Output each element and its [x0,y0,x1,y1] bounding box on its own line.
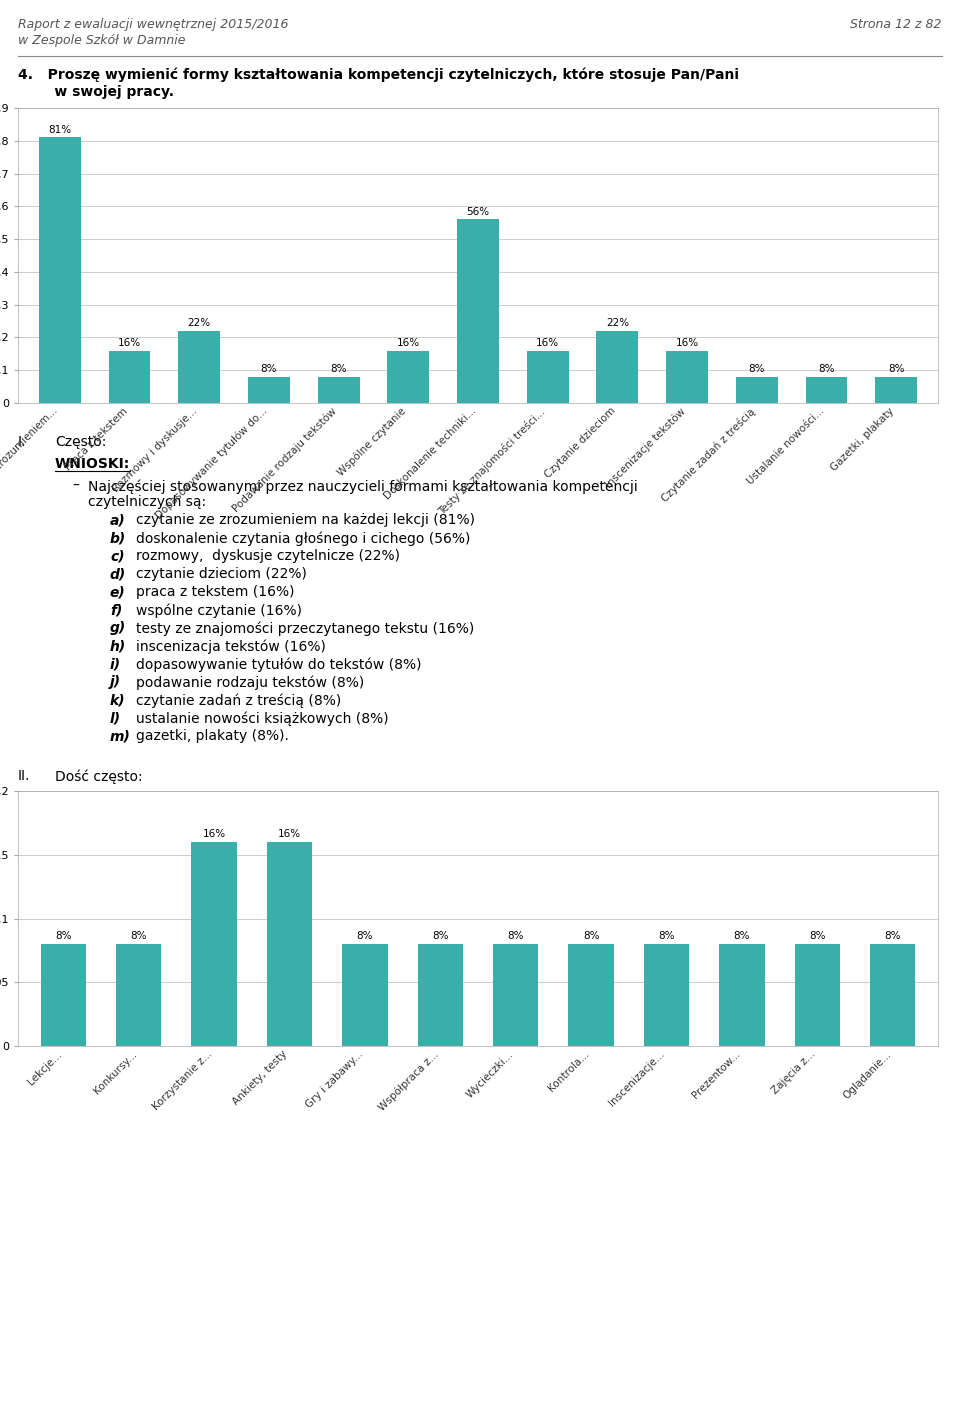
Text: dopasowywanie tytułów do tekstów (8%): dopasowywanie tytułów do tekstów (8%) [136,657,421,672]
Text: d): d) [110,567,127,581]
Bar [644,944,689,1047]
Bar [418,944,463,1047]
Bar [267,842,312,1047]
Text: inscenizacja tekstów (16%): inscenizacja tekstów (16%) [136,639,325,653]
Text: doskonalenie czytania głośnego i cichego (56%): doskonalenie czytania głośnego i cichego… [136,531,470,545]
Text: b): b) [110,531,127,545]
Text: 8%: 8% [818,364,835,373]
Text: czytanie zadań z treścią (8%): czytanie zadań z treścią (8%) [136,693,341,707]
Text: a): a) [110,513,126,527]
Text: 8%: 8% [888,364,904,373]
Text: e): e) [110,585,126,599]
Text: Często:: Często: [55,435,107,449]
Text: i): i) [110,657,121,672]
Text: II.: II. [18,770,31,782]
Bar [108,351,151,403]
Text: 8%: 8% [583,932,599,941]
Bar [39,138,81,403]
Text: Raport z ewaluacji wewnętrznej 2015/2016: Raport z ewaluacji wewnętrznej 2015/2016 [18,18,289,31]
Text: ustalanie nowości książkowych (8%): ustalanie nowości książkowych (8%) [136,711,389,726]
Bar [568,944,613,1047]
Text: 16%: 16% [676,338,699,348]
Text: g): g) [110,621,127,635]
Bar [736,376,778,403]
Text: czytanie ze zrozumieniem na każdej lekcji (81%): czytanie ze zrozumieniem na każdej lekcj… [136,513,475,527]
Text: 16%: 16% [118,338,141,348]
Text: podawanie rodzaju tekstów (8%): podawanie rodzaju tekstów (8%) [136,674,364,690]
Text: j): j) [110,674,121,689]
Text: 8%: 8% [884,932,901,941]
Text: h): h) [110,639,127,653]
Text: 8%: 8% [749,364,765,373]
Bar [179,331,220,403]
Text: 8%: 8% [432,932,448,941]
Text: 16%: 16% [203,829,226,839]
Text: 16%: 16% [277,829,301,839]
Text: 8%: 8% [356,932,373,941]
Bar [876,376,917,403]
Text: 16%: 16% [396,338,420,348]
Bar [116,944,161,1047]
Text: l): l) [110,711,121,726]
Bar [596,331,638,403]
Text: czytanie dzieciom (22%): czytanie dzieciom (22%) [136,567,307,581]
Text: WNIOSKI:: WNIOSKI: [55,457,131,471]
Text: 8%: 8% [131,932,147,941]
Bar [248,376,290,403]
Bar [527,351,568,403]
Text: 8%: 8% [508,932,524,941]
Bar [388,351,429,403]
Text: f): f) [110,604,122,618]
Text: 8%: 8% [330,364,347,373]
Text: 22%: 22% [187,318,211,328]
Text: 81%: 81% [48,125,71,135]
Bar [870,944,916,1047]
Text: I.: I. [18,435,26,449]
Text: 56%: 56% [467,207,490,217]
Text: Najczęściej stosowanymi przez nauczycieli formami kształtowania kompetencji: Najczęściej stosowanymi przez nauczyciel… [88,479,637,494]
Text: 8%: 8% [261,364,277,373]
Text: Dość często:: Dość często: [55,770,143,784]
Text: 8%: 8% [659,932,675,941]
Text: praca z tekstem (16%): praca z tekstem (16%) [136,585,295,599]
Text: 8%: 8% [809,932,826,941]
Text: Strona 12 z 82: Strona 12 z 82 [851,18,942,31]
Bar [795,944,840,1047]
Bar [493,944,539,1047]
Text: testy ze znajomości przeczytanego tekstu (16%): testy ze znajomości przeczytanego tekstu… [136,621,474,636]
Text: w Zespole Szkół w Damnie: w Zespole Szkół w Damnie [18,34,185,47]
Text: –: – [72,479,79,493]
Text: c): c) [110,550,125,562]
Text: 4.   Proszę wymienić formy kształtowania kompetencji czytelniczych, które stosuj: 4. Proszę wymienić formy kształtowania k… [18,68,739,82]
Text: rozmowy,  dyskusje czytelnicze (22%): rozmowy, dyskusje czytelnicze (22%) [136,550,400,562]
Text: w swojej pracy.: w swojej pracy. [30,85,174,99]
Bar [343,944,388,1047]
Bar [40,944,85,1047]
Bar [318,376,359,403]
Text: 22%: 22% [606,318,629,328]
Text: czytelniczych są:: czytelniczych są: [88,496,206,508]
Text: 16%: 16% [536,338,560,348]
Bar [805,376,848,403]
Bar [457,220,499,403]
Bar [719,944,764,1047]
Text: 8%: 8% [733,932,750,941]
Text: m): m) [110,728,131,743]
Text: k): k) [110,693,126,707]
Text: wspólne czytanie (16%): wspólne czytanie (16%) [136,604,302,618]
Bar [191,842,237,1047]
Text: gazetki, plakaty (8%).: gazetki, plakaty (8%). [136,728,289,743]
Bar [666,351,708,403]
Text: 8%: 8% [55,932,71,941]
